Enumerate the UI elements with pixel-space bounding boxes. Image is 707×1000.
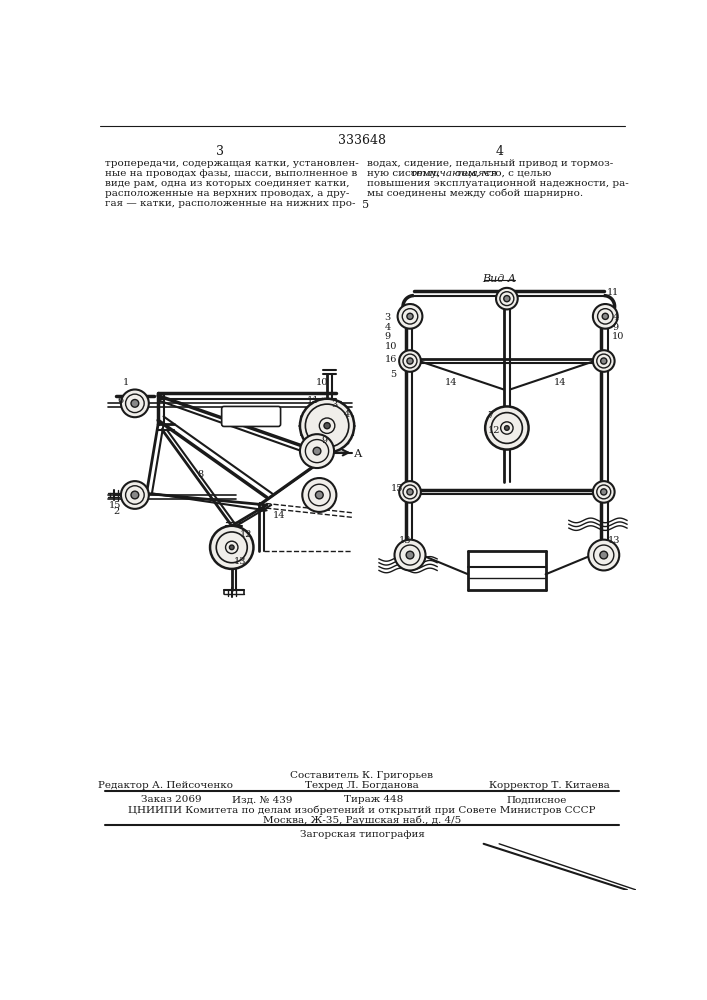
Circle shape [210, 526, 253, 569]
Text: Редактор А. Пейсоченко: Редактор А. Пейсоченко [98, 781, 233, 790]
Circle shape [600, 551, 607, 559]
Circle shape [593, 304, 618, 329]
Circle shape [131, 400, 139, 407]
Text: 1: 1 [607, 288, 613, 297]
Circle shape [496, 288, 518, 309]
Text: 12: 12 [488, 426, 500, 435]
Text: 4: 4 [344, 410, 351, 419]
Text: 6: 6 [118, 396, 124, 405]
Text: 333648: 333648 [338, 134, 386, 147]
Text: Вид А: Вид А [482, 274, 516, 284]
Circle shape [315, 491, 323, 499]
Text: Корректор Т. Китаева: Корректор Т. Китаева [489, 781, 610, 790]
Text: 13: 13 [607, 536, 620, 545]
Text: Подписное: Подписное [507, 795, 567, 804]
Circle shape [504, 296, 510, 302]
Circle shape [593, 481, 614, 503]
Text: 4: 4 [612, 312, 619, 322]
Circle shape [399, 350, 421, 372]
Circle shape [121, 389, 149, 417]
Text: 9: 9 [321, 436, 327, 445]
Text: 16: 16 [240, 410, 252, 419]
Text: 15: 15 [109, 501, 121, 510]
Text: Загорская типография: Загорская типография [300, 830, 424, 839]
Text: расположенные на верхних проводах, а дру-: расположенные на верхних проводах, а дру… [105, 189, 350, 198]
Text: 1: 1 [612, 288, 619, 297]
Text: тропередачи, содержащая катки, установлен-: тропередачи, содержащая катки, установле… [105, 158, 359, 167]
Text: 8: 8 [197, 470, 203, 479]
Circle shape [230, 545, 234, 550]
Text: 4: 4 [385, 323, 391, 332]
Circle shape [303, 478, 337, 512]
Circle shape [324, 423, 330, 429]
Text: Составитель К. Григорьев: Составитель К. Григорьев [291, 771, 433, 780]
Circle shape [407, 489, 413, 495]
Text: 7: 7 [488, 411, 493, 420]
Text: 13: 13 [398, 536, 411, 545]
Circle shape [588, 540, 619, 570]
Text: 9: 9 [612, 323, 619, 332]
Text: 11: 11 [307, 396, 320, 405]
Text: 1: 1 [123, 378, 129, 387]
Text: 3: 3 [332, 400, 338, 409]
Text: 5: 5 [260, 505, 267, 514]
Text: ные на проводах фазы, шасси, выполненное в: ные на проводах фазы, шасси, выполненное… [105, 169, 358, 178]
Text: повышения эксплуатационной надежности, ра-: повышения эксплуатационной надежности, р… [368, 179, 629, 188]
Text: мы соединены между собой шарнирно.: мы соединены между собой шарнирно. [368, 189, 583, 198]
Text: 3: 3 [216, 145, 224, 158]
Text: 2: 2 [113, 507, 119, 516]
Text: 5: 5 [391, 370, 397, 379]
Circle shape [407, 313, 413, 319]
Circle shape [601, 489, 607, 495]
Circle shape [601, 358, 607, 364]
Text: Москва, Ж-35, Раушская наб., д. 4/5: Москва, Ж-35, Раушская наб., д. 4/5 [263, 815, 461, 825]
Text: Тираж 448: Тираж 448 [344, 795, 404, 804]
Text: 10: 10 [315, 378, 328, 387]
Circle shape [395, 540, 426, 570]
Text: 14: 14 [273, 511, 286, 520]
Text: 12: 12 [240, 530, 253, 539]
Circle shape [313, 447, 321, 455]
Text: гая — катки, расположенные на нижних про-: гая — катки, расположенные на нижних про… [105, 199, 356, 208]
Text: 14: 14 [445, 378, 457, 387]
Text: 3: 3 [385, 312, 391, 322]
Text: 5: 5 [362, 200, 369, 210]
Circle shape [602, 313, 609, 319]
Text: водах, сидение, педальный привод и тормоз-: водах, сидение, педальный привод и тормо… [368, 158, 614, 167]
Text: 13: 13 [234, 557, 247, 566]
Text: Заказ 2069: Заказ 2069 [141, 795, 201, 804]
Circle shape [485, 406, 529, 450]
Text: 14: 14 [554, 378, 566, 387]
Text: ЦНИИПИ Комитета по делам изобретений и открытий при Совете Министров СССР: ЦНИИПИ Комитета по делам изобретений и о… [128, 805, 596, 815]
Text: 7: 7 [309, 487, 315, 496]
Circle shape [300, 399, 354, 453]
Text: Техред Л. Богданова: Техред Л. Богданова [305, 781, 419, 790]
Circle shape [406, 551, 414, 559]
Text: 9: 9 [385, 332, 390, 341]
Circle shape [121, 481, 149, 509]
Text: А: А [354, 449, 363, 459]
Circle shape [131, 491, 139, 499]
Circle shape [300, 434, 334, 468]
Text: 10: 10 [385, 342, 397, 351]
Circle shape [407, 358, 413, 364]
Text: отличающаяся: отличающаяся [411, 169, 498, 178]
Text: тем, что, с целью: тем, что, с целью [452, 169, 551, 178]
FancyBboxPatch shape [222, 406, 281, 426]
Text: Изд. № 439: Изд. № 439 [232, 795, 292, 804]
Text: 15: 15 [391, 484, 403, 493]
Circle shape [397, 304, 422, 329]
Text: ную систему,: ную систему, [368, 169, 444, 178]
Circle shape [593, 350, 614, 372]
Text: виде рам, одна из которых соединяет катки,: виде рам, одна из которых соединяет катк… [105, 179, 350, 188]
Text: 16: 16 [385, 355, 397, 364]
Circle shape [399, 481, 421, 503]
Text: 10: 10 [612, 332, 625, 341]
Circle shape [505, 426, 509, 430]
Text: 4: 4 [495, 145, 503, 158]
